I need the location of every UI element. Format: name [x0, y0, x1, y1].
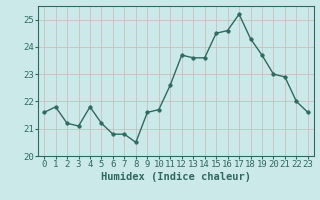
- X-axis label: Humidex (Indice chaleur): Humidex (Indice chaleur): [101, 172, 251, 182]
